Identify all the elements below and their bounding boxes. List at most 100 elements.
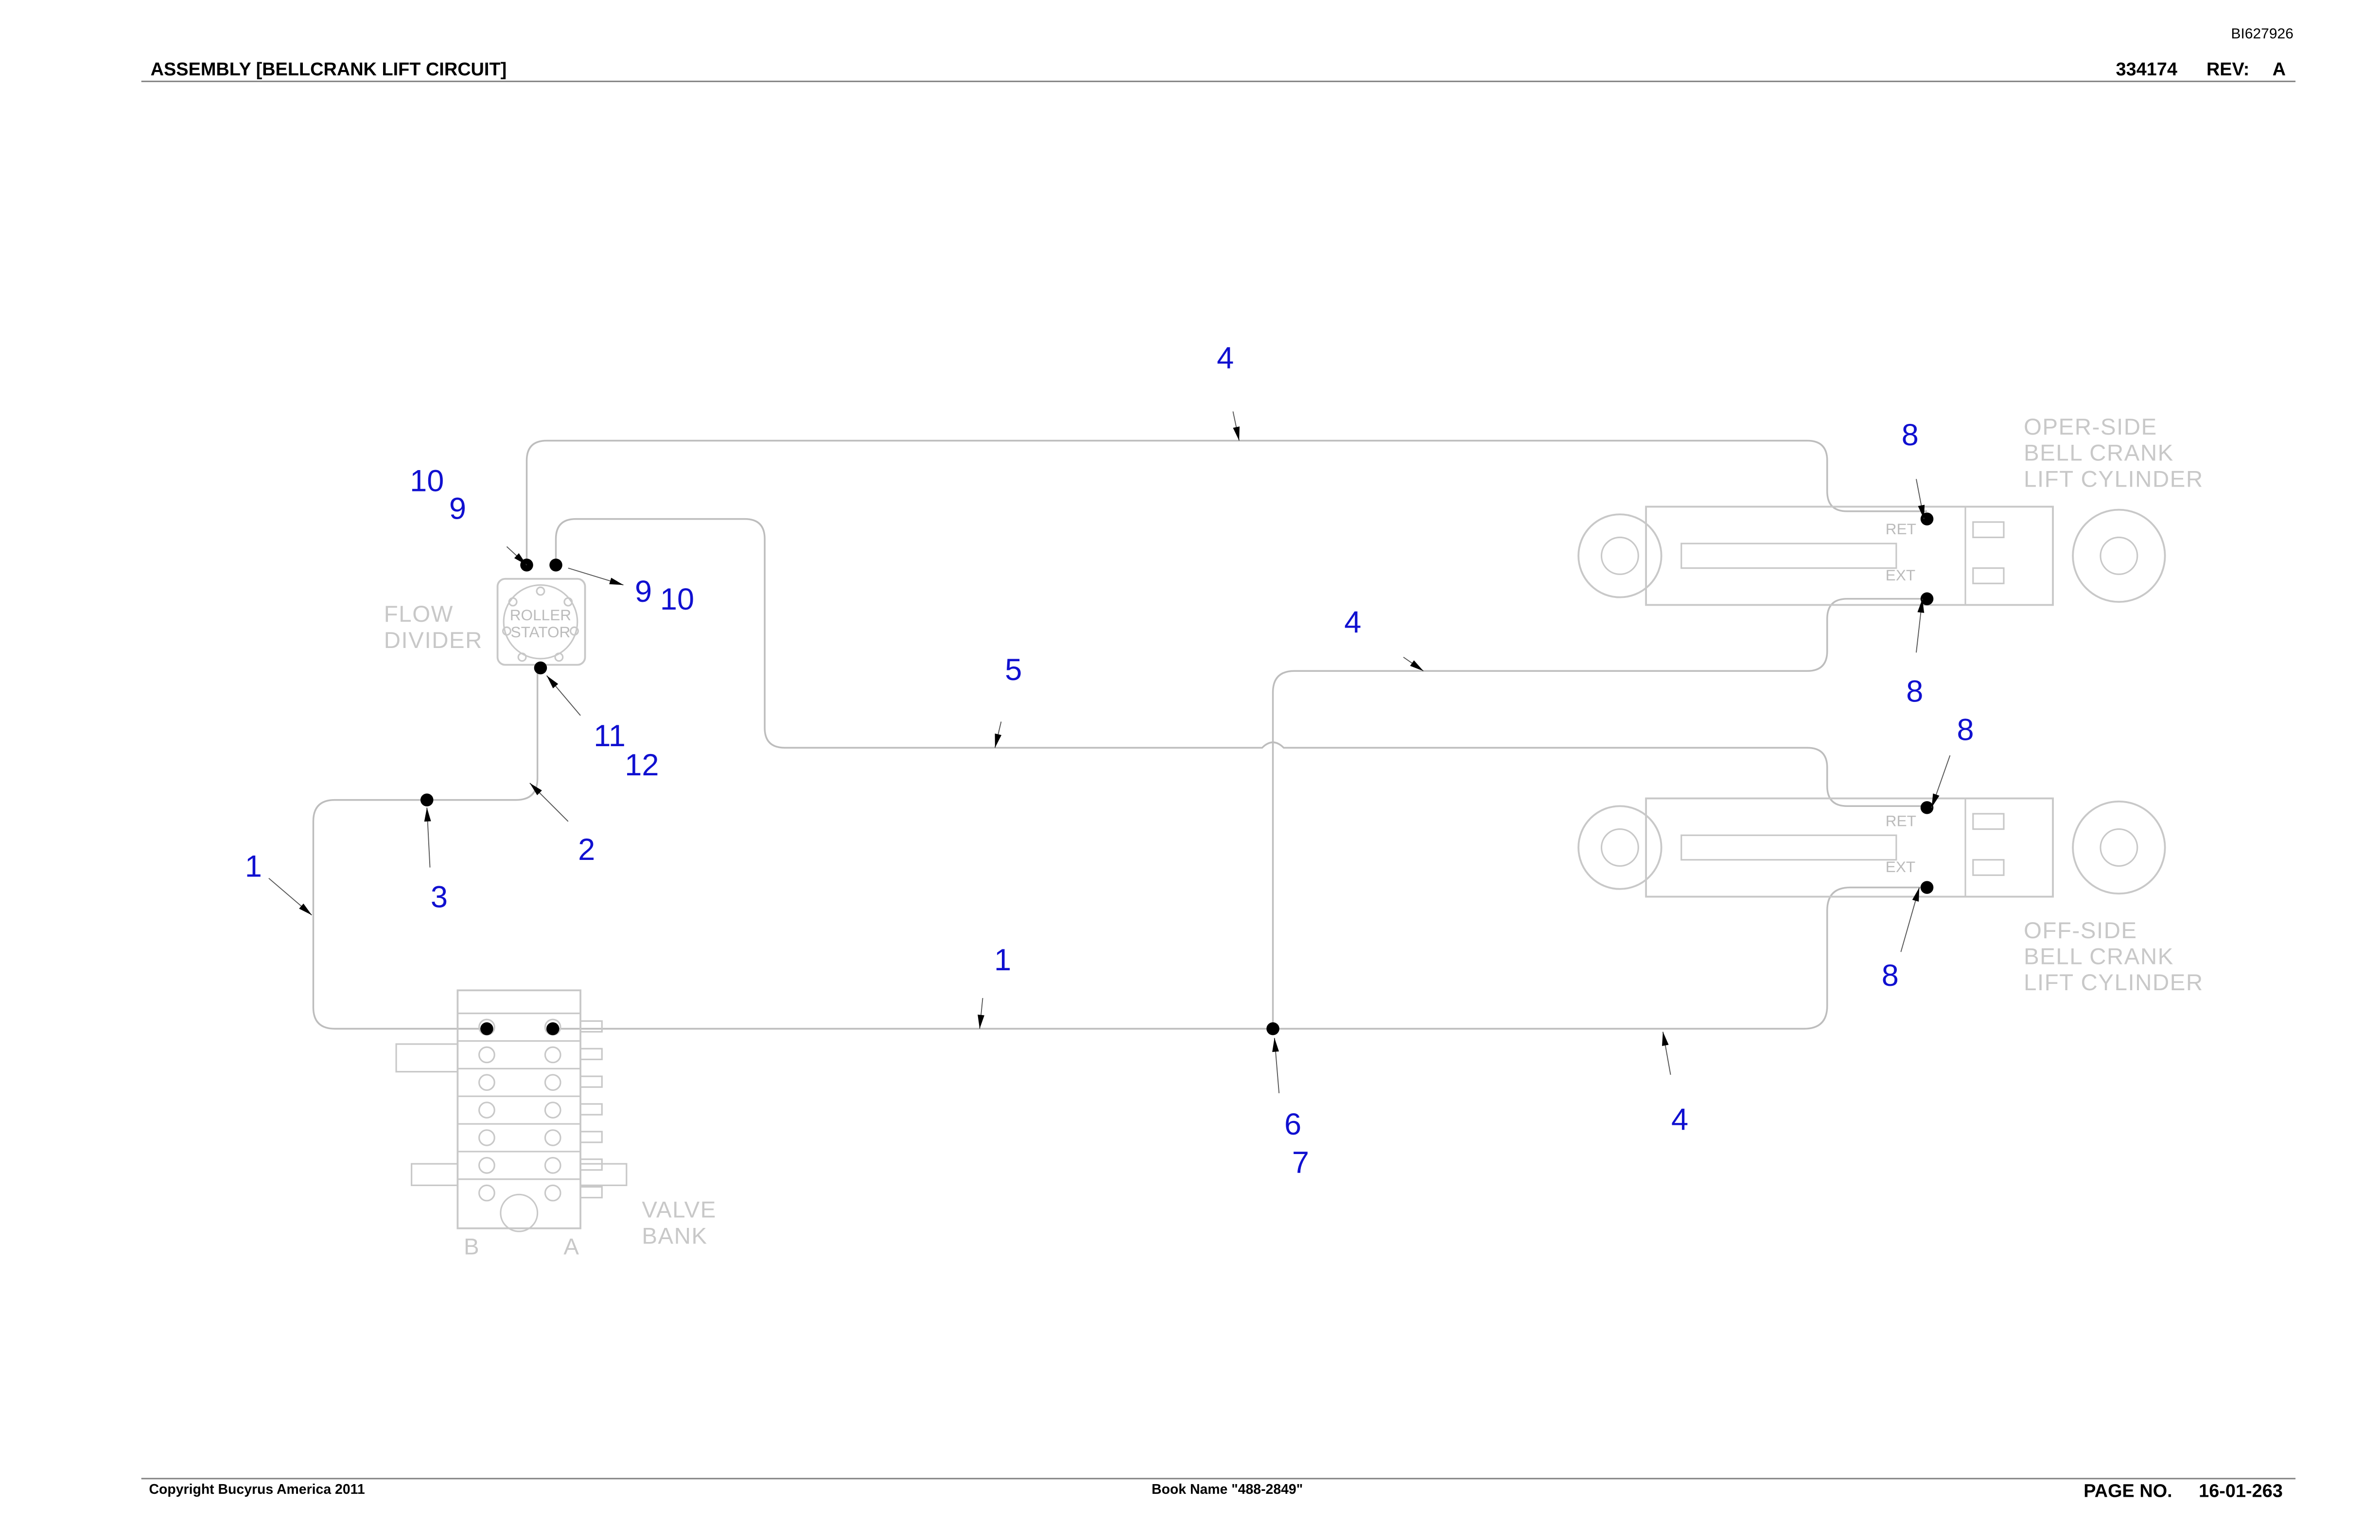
cylinder-label: BELL CRANK [2024,944,2174,970]
fitting-dot [549,559,562,572]
cylinder-label: BELL CRANK [2024,440,2174,466]
valve-stub [579,1103,603,1116]
item-callout: 8 [1882,959,1899,993]
item-callout: 8 [1957,713,1974,747]
copyright: Copyright Bucyrus America 2011 [149,1482,365,1497]
cylinder-eye [1577,805,1662,890]
cylinder-label: OFF-SIDE [2024,918,2137,944]
cylinder-port [1972,813,2005,830]
valve-port [544,1074,561,1091]
cylinder-pin [2100,828,2138,867]
fitting-dot [1920,801,1934,814]
cylinder-port [1972,521,2005,539]
valve-stub [579,1048,603,1060]
leader-arrow [1272,1038,1279,1052]
valve-fitting [411,1163,458,1186]
valve-stub [579,1075,603,1088]
valve-stub [579,1186,603,1199]
fitting-dot [1266,1022,1279,1035]
cylinder-port [1972,567,2005,584]
cylinder-pin [2100,536,2138,575]
valve-port [478,1074,495,1091]
bolt [508,597,518,607]
cylinder-label: LIFT CYLINDER [2024,970,2204,996]
part-number: 334174 [2116,59,2177,80]
fitting-dot [534,661,547,675]
cylinder-eye [2072,508,2166,603]
fitting-dot [420,793,434,806]
book-name: Book Name "488-2849" [1152,1482,1303,1497]
item-callout: 9 [449,492,466,526]
bolt [536,586,545,596]
valve-stub [579,1158,603,1171]
valve-port [478,1046,495,1064]
item-callout: 9 [635,575,652,609]
hose [555,518,1927,807]
item-callout: 8 [1902,418,1919,452]
cylinder-port [1972,859,2005,876]
leader-arrow [1917,598,1925,613]
roller-stator-label: ROLLER [510,606,571,624]
item-callout: 8 [1906,674,1923,708]
cylinder-label: OPER-SIDE [2024,414,2157,440]
item-callout: 12 [625,748,659,782]
cylinder-barrel [1645,797,2054,898]
valve-port [478,1102,495,1119]
leader-arrow [546,675,559,688]
flow-divider-label: DIVIDER [384,628,483,653]
ret-label: RET [1886,520,1916,538]
leader-arrow [1912,887,1920,902]
fitting-dot [1920,881,1934,894]
bolt [569,626,579,636]
page-number: 16-01-263 [2199,1481,2283,1502]
valve-bank-label: BANK [642,1223,707,1249]
valve-port [544,1184,561,1202]
fitting-dot [480,1022,493,1035]
item-callout: 11 [594,719,626,753]
valve-port [478,1156,495,1174]
rev-label: REV: [2206,59,2249,80]
valve-port [544,1046,561,1064]
valve-cap [500,1193,539,1232]
item-callout: 5 [1005,653,1022,687]
roller-stator-label: STATOR [511,623,571,641]
valve-bank-label: VALVE [642,1197,717,1223]
rev: A [2273,59,2286,80]
cylinder-eye [2072,800,2166,895]
leader-arrow [424,807,431,822]
valve-port [544,1129,561,1146]
item-callout: 10 [410,464,444,498]
leader-arrow [299,903,312,915]
valve-stub [579,1131,603,1143]
valve-port [544,1102,561,1119]
item-callout: 4 [1671,1103,1688,1137]
hose [1272,598,1927,1029]
leader-arrow [529,783,542,795]
page-label: PAGE NO. [2083,1481,2172,1502]
valve-port [478,1129,495,1146]
bolt [502,626,511,636]
valve-port [478,1184,495,1202]
hose [553,886,1927,1030]
valve-fitting [579,1163,628,1186]
leader-arrow [1918,505,1925,519]
item-callout: 7 [1292,1146,1309,1180]
cylinder-rod [1680,834,1897,861]
ext-label: EXT [1886,858,1915,875]
cylinder-eye [1577,513,1662,598]
item-callout: 1 [994,943,1011,977]
valve-port [544,1156,561,1174]
cylinder-barrel [1645,506,2054,606]
hose [312,667,539,1030]
item-callout: 1 [245,850,262,884]
item-callout: 3 [431,880,448,914]
fitting-dot [1920,592,1934,606]
bolt [517,652,527,662]
leader-arrow [978,1015,985,1029]
item-callout: 4 [1344,605,1361,639]
bolt [554,652,564,662]
item-callout: 6 [1284,1107,1301,1141]
flow-divider-label: FLOW [384,601,454,627]
